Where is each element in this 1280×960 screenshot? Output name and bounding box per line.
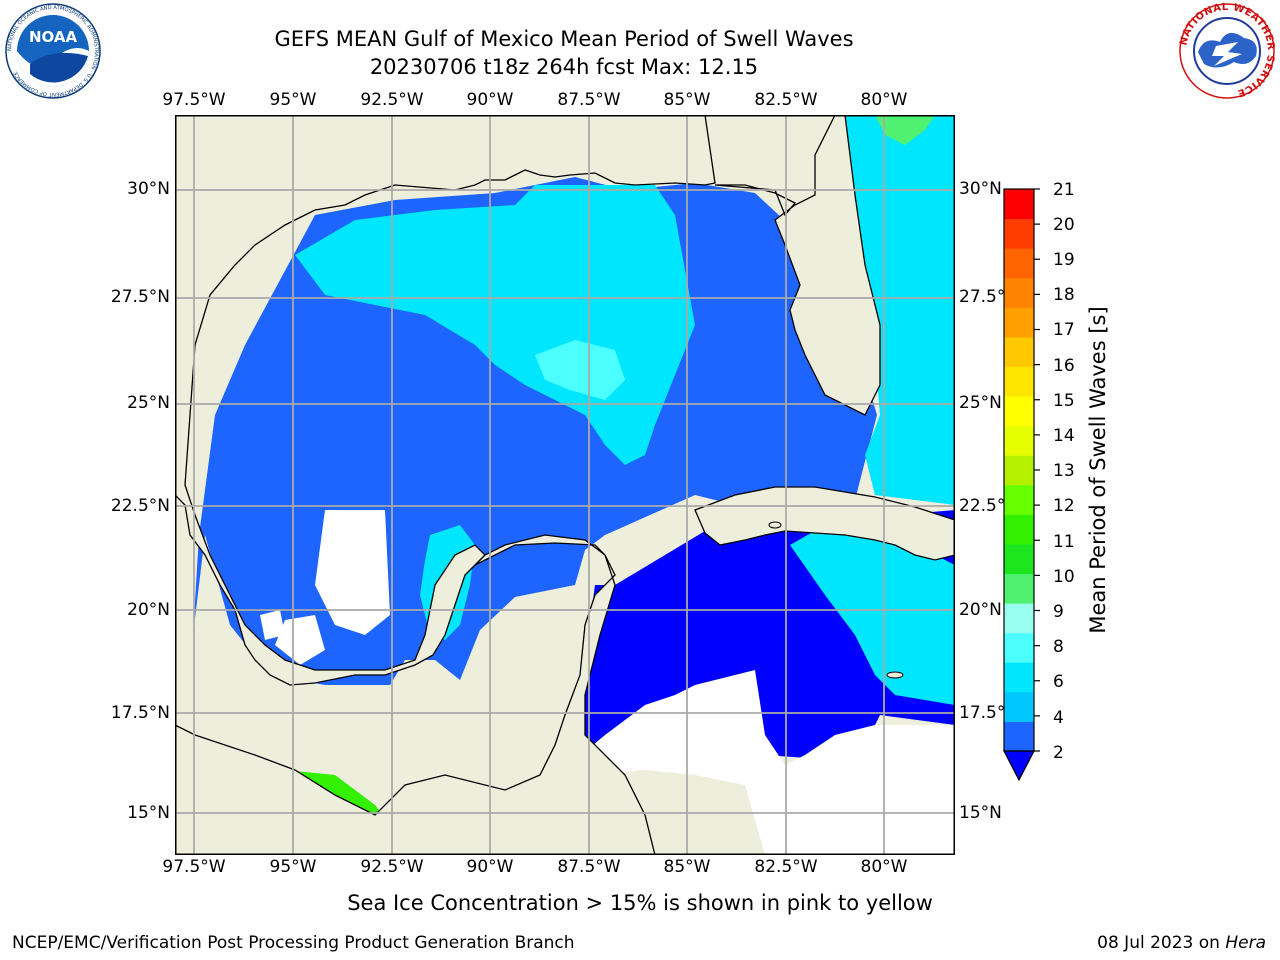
colorbar [1003, 188, 1040, 782]
lon-label-top: 80°W [860, 90, 908, 110]
sea-ice-note: Sea Ice Concentration > 15% is shown in … [347, 891, 933, 915]
colorbar-tick-label: 16 [1053, 356, 1075, 376]
colorbar-tick-label: 11 [1053, 532, 1075, 552]
colorbar-tick-label: 18 [1053, 285, 1075, 305]
caribbean-swell-4-6s [790, 525, 954, 705]
gulf-no-data-west [260, 610, 285, 640]
map-title: GEFS MEAN Gulf of Mexico Mean Period of … [274, 27, 854, 51]
lat-label-right: 20°N [959, 600, 1002, 620]
colorbar-band [1004, 514, 1034, 545]
lat-label-left: 27.5°N [110, 287, 170, 307]
colorbar-band [1004, 691, 1034, 722]
yucatan-land [175, 534, 656, 854]
colorbar-band [1004, 336, 1034, 367]
colorbar-band [1004, 455, 1034, 486]
lon-label-bottom: 92.5°W [360, 857, 424, 877]
lat-label-left: 20°N [127, 600, 170, 620]
colorbar-band [1004, 721, 1034, 752]
lon-label-top: 97.5°W [162, 90, 226, 110]
lon-label-top: 82.5°W [754, 90, 818, 110]
footer-machine: Hera [1225, 933, 1266, 953]
lat-label-right: 22.5°N [959, 496, 1019, 516]
colorbar-band [1004, 603, 1034, 634]
lon-label-bottom: 97.5°W [162, 857, 226, 877]
colorbar-label: Mean Period of Swell Waves [s] [1086, 306, 1110, 634]
lat-label-left: 17.5°N [110, 703, 170, 723]
colorbar-band [1004, 218, 1034, 249]
colorbar-tick-label: 14 [1053, 426, 1075, 446]
map-subtitle: 20230706 t18z 264h fcst Max: 12.15 [369, 55, 759, 79]
map-gridlines [175, 115, 955, 855]
lat-label-left: 30°N [127, 179, 170, 199]
colorbar-band [1004, 425, 1034, 456]
lon-label-top: 85°W [663, 90, 711, 110]
lon-label-top: 87.5°W [557, 90, 621, 110]
lat-label-right: 30°N [959, 179, 1002, 199]
lat-label-left: 25°N [127, 393, 170, 413]
footer-date-text: 08 Jul 2023 on [1097, 933, 1226, 953]
lat-label-left: 15°N [127, 803, 170, 823]
atlantic-swell-4-6s [845, 115, 954, 505]
lat-label-right: 27.5°N [959, 287, 1019, 307]
colorbar-tick-label: 4 [1053, 708, 1064, 728]
lat-label-right: 25°N [959, 393, 1002, 413]
colorbar-tick-label: 9 [1053, 602, 1064, 622]
colorbar-tick-label: 10 [1053, 567, 1075, 587]
colorbar-extend-arrow [1003, 750, 1035, 782]
colorbar-band [1004, 366, 1034, 397]
lat-label-right: 17.5°N [959, 703, 1019, 723]
lon-label-top: 95°W [269, 90, 317, 110]
lon-label-top: 92.5°W [360, 90, 424, 110]
lon-label-bottom: 87.5°W [557, 857, 621, 877]
gulf-no-data-campeche [275, 615, 325, 665]
mexico-land [175, 115, 716, 686]
colorbar-band [1004, 662, 1034, 693]
lon-label-bottom: 85°W [663, 857, 711, 877]
colorbar-tick-label: 12 [1053, 496, 1075, 516]
lon-label-bottom: 82.5°W [754, 857, 818, 877]
atlantic-swell-9-10s [875, 115, 935, 145]
gulf-no-data-bay [315, 510, 390, 635]
colorbar-tick-label: 17 [1053, 320, 1075, 340]
nws-logo: NATIONAL WEATHER SERVICE [1178, 2, 1276, 99]
colorbar-band [1004, 573, 1034, 604]
colorbar-band [1004, 189, 1034, 220]
colorbar-tick-label: 21 [1053, 180, 1075, 200]
colorbar-band [1004, 632, 1034, 663]
lon-label-bottom: 90°W [466, 857, 514, 877]
noaa-text: NOAA [29, 28, 78, 46]
caribbean-no-data [575, 670, 954, 854]
colorbar-band [1004, 277, 1034, 308]
map-plot [175, 115, 955, 855]
lon-label-bottom: 80°W [860, 857, 908, 877]
colorbar-tick-label: 8 [1053, 637, 1064, 657]
lon-label-bottom: 95°W [269, 857, 317, 877]
map-frame [175, 115, 955, 855]
noaa-logo: NOAA NATIONAL OCEANIC AND ATMOSPHERIC AD… [5, 3, 101, 99]
colorbar-tick-label: 2 [1053, 743, 1064, 763]
footer-date: 08 Jul 2023 on Hera [1097, 933, 1266, 953]
gulf-swell-6-8s-patch [535, 340, 625, 400]
colorbar-band [1004, 396, 1034, 427]
colorbar-tick-label: 19 [1053, 250, 1075, 270]
lat-label-left: 22.5°N [110, 496, 170, 516]
colorbar-tick-label: 15 [1053, 391, 1075, 411]
colorbar-band [1004, 307, 1034, 338]
footer-credit: NCEP/EMC/Verification Post Processing Pr… [12, 933, 575, 953]
colorbar-band [1004, 484, 1034, 515]
colorbar-tick-label: 20 [1053, 215, 1075, 235]
lat-label-right: 15°N [959, 803, 1002, 823]
colorbar-tick-label: 13 [1053, 461, 1075, 481]
lon-label-top: 90°W [466, 90, 514, 110]
lightning-icon [1212, 42, 1242, 66]
colorbar-band [1004, 248, 1034, 279]
colorbar-band [1004, 543, 1034, 575]
colorbar-tick-label: 6 [1053, 672, 1064, 692]
